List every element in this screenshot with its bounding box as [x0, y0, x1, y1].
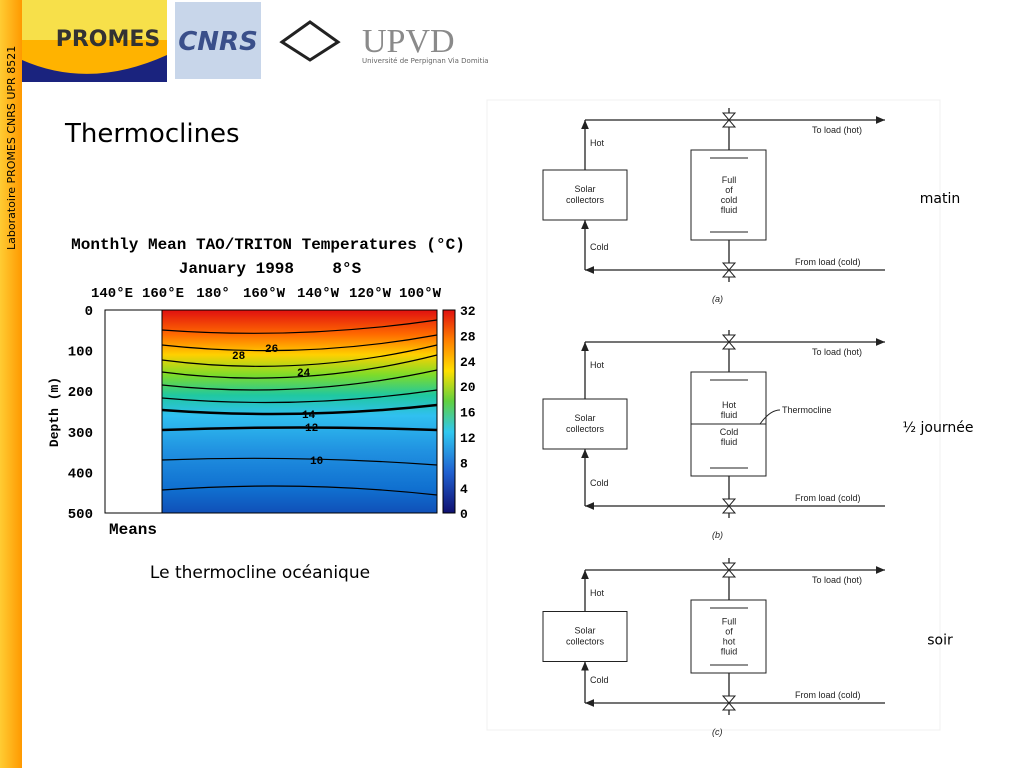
- colorbar-tick-label: 28: [460, 329, 476, 344]
- cold-label: Cold: [590, 478, 609, 488]
- x-tick-label: 140°W: [297, 286, 340, 302]
- y-tick-label: 100: [68, 345, 93, 361]
- tank-label: Full: [722, 617, 737, 627]
- collector-box: [542, 169, 628, 221]
- state-label: matin: [920, 191, 960, 207]
- collector-label: collectors: [566, 195, 605, 205]
- colorbar-tick-label: 32: [460, 304, 476, 319]
- panel-label: (b): [712, 530, 723, 540]
- cold-label: Cold: [590, 675, 609, 685]
- contour-label: 24: [297, 368, 311, 380]
- ocean-figure: Monthly Mean TAO/TRITON Temperatures (°C…: [47, 236, 476, 539]
- panel-label: (c): [712, 727, 723, 737]
- logo-text: PROMES: [56, 27, 161, 52]
- figure-subtitle: January 1998 8°S: [179, 260, 362, 278]
- tank-label: Full: [722, 175, 737, 185]
- y-tick-label: 0: [85, 304, 93, 320]
- colorbar-tick-label: 0: [460, 507, 468, 522]
- slide-title: Thermoclines: [64, 119, 240, 149]
- colorbar-tick-label: 8: [460, 456, 468, 471]
- contours: [161, 319, 438, 496]
- collector-label: Solar: [574, 413, 595, 423]
- sidebar: [0, 0, 22, 768]
- tank-label: cold: [721, 195, 738, 205]
- logo-cnrs: CNRS: [175, 2, 261, 79]
- caption: Le thermocline océanique: [150, 563, 370, 583]
- x-tick-label: 100°W: [399, 286, 442, 302]
- x-tick-label: 160°W: [243, 286, 286, 302]
- valve: [721, 562, 737, 578]
- collector-label: Solar: [574, 184, 595, 194]
- y-tick-label: 200: [68, 385, 93, 401]
- x-tick-label: 160°E: [142, 286, 184, 302]
- logo-text: CNRS: [178, 27, 258, 57]
- state-label: soir: [927, 633, 953, 649]
- collector-label: collectors: [566, 424, 605, 434]
- valve: [721, 262, 737, 278]
- collector-box: [542, 611, 628, 662]
- tank-label: fluid: [721, 437, 738, 447]
- colorbar-tick-label: 4: [460, 482, 468, 497]
- diagrams: SolarcollectorsFullofcoldfluidHotColdTo …: [542, 108, 974, 737]
- colorbar-tick-label: 12: [460, 431, 476, 446]
- panel-label: (a): [712, 294, 723, 304]
- to-load-label: To load (hot): [812, 347, 862, 357]
- logo-symbol: [279, 20, 341, 62]
- collector-box: [542, 398, 628, 450]
- tank-label: fluid: [721, 647, 738, 657]
- tank-label: of: [725, 627, 733, 637]
- x-tick-label: 180°: [196, 286, 230, 302]
- y-tick-label: 300: [68, 426, 93, 442]
- to-load-label: To load (hot): [812, 575, 862, 585]
- hot-label: Hot: [590, 360, 605, 370]
- contour-label: 14: [302, 410, 316, 422]
- tank-label: Hot: [722, 400, 737, 410]
- sidebar-text: Laboratoire PROMES CNRS UPR 8521: [5, 46, 18, 250]
- collector-label: collectors: [566, 637, 605, 647]
- y-tick-label: 400: [68, 466, 93, 482]
- logo-upvd: UPVD Université de Perpignan Via Domitia: [362, 23, 489, 65]
- y-axis-label: Depth (m): [47, 377, 62, 447]
- contour-label: 10: [310, 456, 323, 468]
- tank-label: hot: [723, 637, 736, 647]
- colorbar-tick-label: 24: [460, 355, 476, 370]
- colorbar-tick-label: 20: [460, 380, 476, 395]
- from-load-label: From load (cold): [795, 257, 861, 267]
- logo-text: UPVD: [362, 23, 455, 60]
- y-tick-label: 500: [68, 507, 93, 523]
- contour-label: 26: [265, 344, 278, 356]
- valve: [721, 334, 737, 350]
- means-panel: [104, 309, 163, 514]
- x-tick-label: 120°W: [349, 286, 392, 302]
- valve: [721, 112, 737, 128]
- from-load-label: From load (cold): [795, 690, 861, 700]
- logo-promes: PROMES: [22, 0, 167, 82]
- colorbar-tick-label: 16: [460, 406, 476, 421]
- to-load-label: To load (hot): [812, 125, 862, 135]
- tank: [690, 149, 767, 241]
- hot-label: Hot: [590, 588, 605, 598]
- logo-subtext: Université de Perpignan Via Domitia: [362, 57, 489, 65]
- collector-label: Solar: [574, 626, 595, 636]
- x-tick-label: 140°E: [91, 286, 133, 302]
- valve: [721, 498, 737, 514]
- tank-label: of: [725, 185, 733, 195]
- tank-label: fluid: [721, 410, 738, 420]
- cold-label: Cold: [590, 242, 609, 252]
- leader: [759, 409, 781, 425]
- tank-label: fluid: [721, 205, 738, 215]
- state-label: ½ journée: [903, 420, 974, 436]
- thermocline-label: Thermocline: [782, 405, 832, 415]
- tank-label: Cold: [720, 427, 739, 437]
- contour-label: 28: [232, 351, 246, 363]
- means-label: Means: [109, 521, 157, 539]
- hot-label: Hot: [590, 138, 605, 148]
- colorbar: [442, 309, 456, 514]
- figure-title: Monthly Mean TAO/TRITON Temperatures (°C…: [71, 236, 465, 254]
- from-load-label: From load (cold): [795, 493, 861, 503]
- valve: [721, 695, 737, 711]
- tank: [690, 599, 767, 674]
- contour-label: 12: [305, 423, 318, 435]
